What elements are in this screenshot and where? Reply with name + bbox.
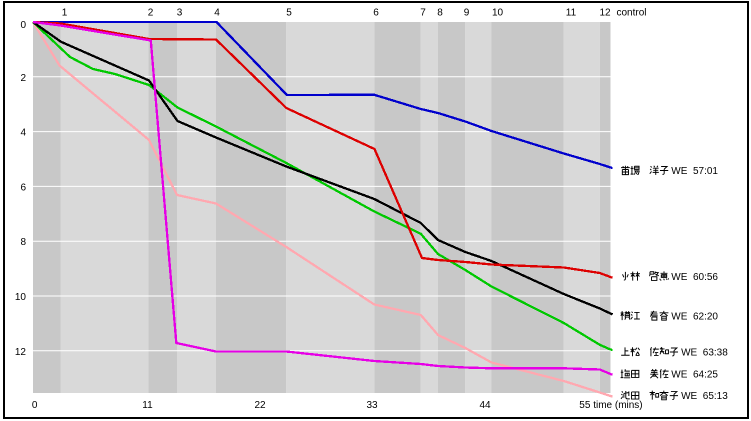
svg-text:0: 0 bbox=[20, 20, 26, 31]
svg-text:44: 44 bbox=[479, 400, 491, 411]
svg-text:WE 65:13: WE 65:13 bbox=[681, 391, 728, 402]
svg-text:4: 4 bbox=[20, 128, 26, 139]
svg-text:WE 64:25: WE 64:25 bbox=[671, 370, 718, 381]
svg-text:WE 63:38: WE 63:38 bbox=[681, 348, 728, 359]
svg-text:7: 7 bbox=[420, 8, 426, 19]
svg-text:10: 10 bbox=[15, 292, 27, 303]
svg-text:12: 12 bbox=[599, 8, 611, 19]
svg-text:11: 11 bbox=[142, 400, 153, 411]
svg-text:6: 6 bbox=[373, 8, 379, 19]
svg-text:33: 33 bbox=[366, 400, 378, 411]
svg-text:WE 62:20: WE 62:20 bbox=[671, 311, 718, 322]
svg-text:11: 11 bbox=[566, 8, 577, 19]
svg-text:3: 3 bbox=[177, 8, 183, 19]
svg-text:2: 2 bbox=[20, 73, 26, 84]
svg-text:control: control bbox=[617, 8, 647, 19]
svg-text:10: 10 bbox=[492, 8, 504, 19]
svg-text:1: 1 bbox=[62, 8, 68, 19]
svg-text:12: 12 bbox=[15, 347, 27, 358]
svg-text:2: 2 bbox=[148, 8, 154, 19]
svg-text:WE 60:56: WE 60:56 bbox=[671, 272, 718, 283]
svg-text:4: 4 bbox=[214, 8, 220, 19]
svg-text:8: 8 bbox=[20, 237, 26, 248]
svg-text:22: 22 bbox=[254, 400, 266, 411]
svg-text:6: 6 bbox=[20, 182, 26, 193]
svg-text:5: 5 bbox=[286, 8, 292, 19]
svg-text:WE 57:01: WE 57:01 bbox=[671, 166, 718, 177]
svg-text:0: 0 bbox=[32, 400, 38, 411]
svg-text:55 time (mins): 55 time (mins) bbox=[579, 400, 642, 411]
svg-text:9: 9 bbox=[464, 8, 470, 19]
svg-text:8: 8 bbox=[437, 8, 443, 19]
